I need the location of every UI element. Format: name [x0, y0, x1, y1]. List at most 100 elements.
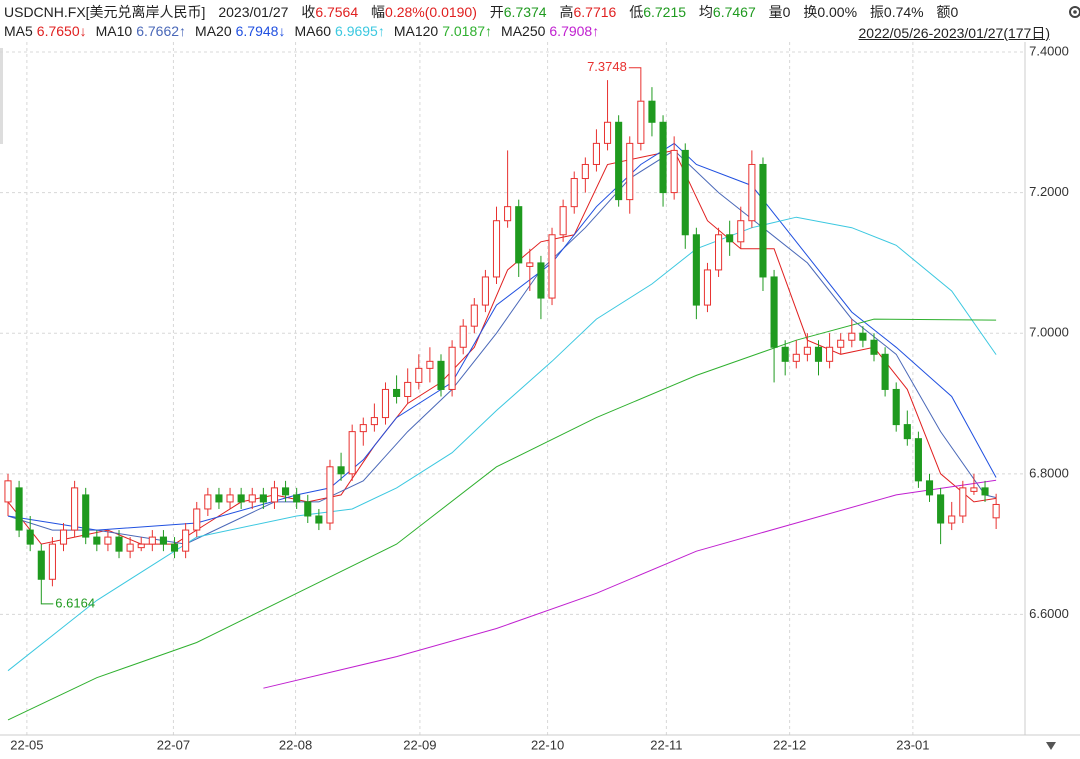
candle-body: [48, 543, 56, 580]
candle-body: [270, 487, 279, 503]
legend-value: 6.9695: [335, 23, 378, 39]
ma-line: [7, 149, 997, 545]
candle-body: [415, 367, 423, 383]
label: 幅: [371, 4, 386, 20]
candle-body: [914, 438, 922, 482]
max-label: 7.3748: [587, 59, 627, 74]
candle-body: [681, 149, 689, 236]
candle-body: [126, 543, 134, 552]
label: 高: [559, 4, 574, 20]
candle-body: [393, 388, 401, 397]
plot-area: [0, 42, 1025, 735]
candle-body: [570, 178, 578, 208]
candle-body: [703, 269, 712, 306]
candle-body: [959, 487, 967, 517]
y-tick-label: 7.2000: [1029, 184, 1069, 199]
candle-body: [348, 431, 356, 475]
candle-body: [626, 142, 634, 201]
legend-name: MA20: [195, 23, 232, 39]
candle-body: [137, 543, 145, 549]
value: 0.28%(0.0190): [385, 4, 477, 20]
candle-body: [359, 424, 367, 433]
candle-body: [248, 494, 256, 503]
candle-body: [770, 276, 778, 348]
candle-body: [182, 529, 190, 552]
value: 0.00%: [817, 4, 858, 20]
candle-body: [859, 332, 867, 341]
label: 振: [869, 4, 884, 20]
candle-body: [937, 494, 945, 524]
candle-body: [559, 206, 567, 236]
settings-icon[interactable]: [1069, 6, 1080, 18]
y-tick-label: 6.8000: [1029, 465, 1069, 480]
candle-body: [615, 121, 623, 201]
legend-value: 6.7650: [36, 23, 80, 39]
y-tick-label: 7.0000: [1029, 325, 1069, 340]
candle-body: [404, 381, 412, 397]
candle-body: [792, 353, 800, 362]
candle-body: [15, 487, 23, 531]
legend-value: 6.7908: [549, 23, 593, 39]
candle-body: [459, 325, 467, 348]
candle-body: [948, 515, 956, 524]
legend-value: 7.0187: [442, 23, 486, 39]
label: 均: [698, 4, 713, 20]
quote-row: USDCNH.FX[美元兑离岸人民币] 2023/01/27 收6.7564 幅…: [4, 2, 958, 22]
candle-body: [925, 480, 934, 496]
candle-body: [159, 536, 167, 545]
candle-body: [737, 220, 745, 243]
candle-body: [526, 262, 534, 267]
dropdown-icon[interactable]: [1046, 742, 1056, 750]
candle-body: [981, 487, 989, 496]
label: 收: [301, 4, 316, 20]
candle-body: [826, 346, 834, 362]
candle-body: [293, 494, 301, 503]
value: 0.74%: [883, 4, 924, 20]
value: 6.7564: [315, 4, 359, 20]
x-tick-label: 22-07: [157, 737, 190, 752]
ma-line: [7, 318, 997, 721]
candle-body: [337, 466, 345, 475]
candle-body: [226, 494, 234, 503]
candle-body: [481, 276, 489, 306]
candle-body: [670, 149, 678, 194]
candle-body: [492, 220, 501, 278]
candle-body: [26, 529, 34, 545]
label: 额: [936, 4, 951, 20]
legend-trend: ↑: [485, 23, 493, 39]
legend-name: MA120: [393, 23, 439, 39]
legend-trend: ↓: [79, 23, 87, 39]
legend-trend: ↑: [179, 23, 187, 39]
candle-body: [148, 536, 156, 545]
date-range[interactable]: 2022/05/26-2023/01/27(177日): [858, 25, 1050, 41]
candle-body: [903, 424, 911, 440]
candle-body: [992, 503, 1000, 519]
y-tick-label: 7.4000: [1029, 43, 1069, 58]
candle-body: [803, 346, 811, 355]
candle-body: [215, 494, 223, 503]
candle-body: [326, 466, 334, 524]
candle-body: [315, 515, 323, 524]
candle-body: [659, 121, 667, 194]
legend-name: MA250: [501, 23, 546, 39]
y-tick-label: 6.6000: [1029, 606, 1069, 621]
candle-body: [82, 494, 90, 538]
value: 6.7374: [503, 4, 547, 20]
x-tick-label: 22-10: [531, 737, 564, 752]
candle-body: [892, 388, 900, 426]
candle-body: [204, 494, 212, 510]
date: 2023/01/27: [218, 4, 289, 20]
candle-body: [93, 536, 101, 545]
candle-body: [370, 417, 378, 426]
candle-body: [115, 536, 123, 552]
label: 低: [629, 4, 644, 20]
candle-body: [71, 487, 79, 531]
candle-body: [381, 388, 390, 419]
x-tick-label: 22-12: [773, 737, 806, 752]
candle-body: [193, 508, 201, 531]
x-tick-label: 22-05: [10, 737, 43, 752]
legend-trend: ↑: [592, 23, 600, 39]
value: 6.7716: [573, 4, 617, 20]
